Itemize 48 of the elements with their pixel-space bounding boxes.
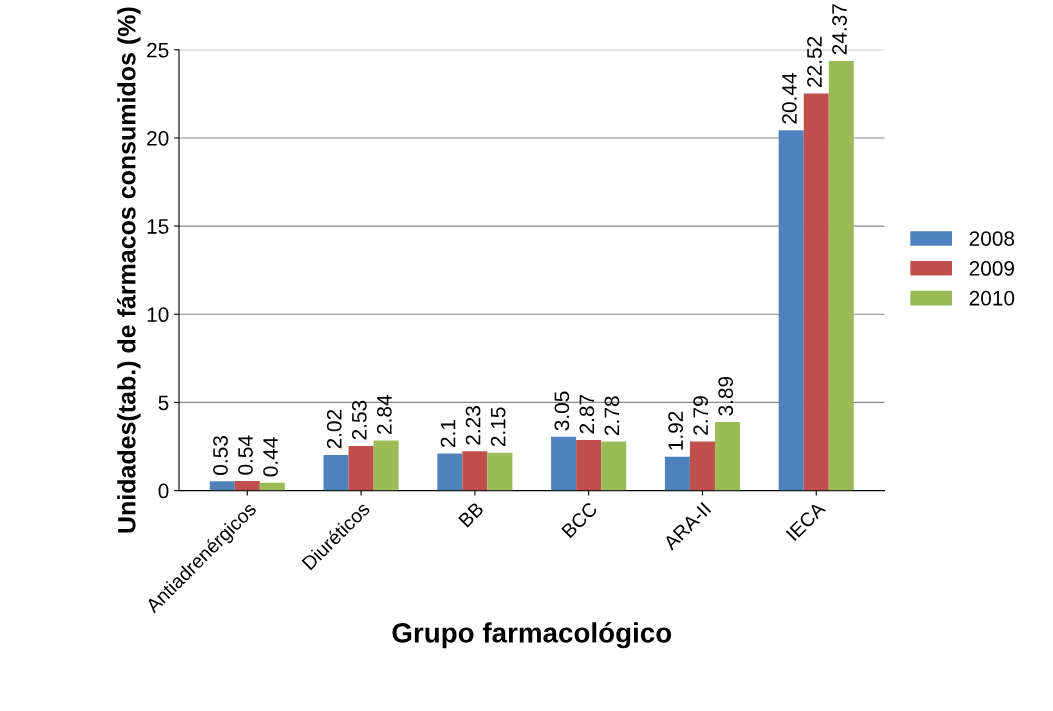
bar	[373, 440, 399, 491]
bar	[209, 481, 235, 491]
data-label: 2.23	[465, 406, 481, 445]
bar	[234, 481, 260, 491]
data-label: 0.44	[263, 437, 278, 477]
legend-label: 2010	[969, 290, 1015, 306]
y-tick-label: 15	[147, 219, 169, 234]
bar	[714, 422, 740, 491]
bar	[487, 452, 513, 491]
bar	[689, 441, 715, 491]
y-tick-label: 25	[147, 42, 169, 58]
data-label: 0.54	[238, 435, 253, 475]
x-axis-title: Grupo farmacológico	[392, 622, 672, 649]
data-label: 3.05	[554, 391, 570, 431]
y-tick-label: 5	[158, 395, 169, 411]
data-label: 2.15	[490, 407, 506, 447]
bar	[437, 453, 463, 491]
x-tick-label: BB	[458, 501, 485, 528]
data-label: 2.1	[440, 420, 456, 447]
y-tick-label: 0	[158, 483, 169, 499]
bar	[462, 451, 488, 491]
y-tick-label: 20	[147, 130, 169, 146]
y-axis-title: Unidades(tab.) de fármacos consumidos (%)	[117, 7, 141, 533]
data-label: 2.78	[604, 396, 620, 435]
data-label: 0.53	[213, 436, 228, 475]
bar	[551, 436, 577, 491]
data-label: 2.79	[693, 396, 709, 435]
data-label: 22.52	[807, 36, 822, 87]
data-label: 3.89	[718, 376, 734, 416]
legend-label: 2009	[969, 261, 1015, 276]
data-label: 24.37	[832, 4, 847, 55]
bar	[259, 482, 285, 491]
legend-label: 2008	[969, 231, 1015, 246]
bar	[828, 60, 854, 491]
bar	[601, 441, 627, 491]
bar	[778, 130, 804, 491]
data-label: 20.44	[782, 73, 797, 124]
bar	[664, 456, 690, 491]
data-label: 2.84	[376, 395, 392, 434]
bar	[803, 93, 829, 491]
data-label: 2.02	[326, 409, 342, 449]
bar	[576, 439, 602, 491]
data-label: 2.53	[351, 400, 367, 440]
data-label: 1.92	[668, 411, 684, 450]
y-tick-label: 10	[147, 307, 169, 323]
data-label: 2.87	[579, 394, 595, 434]
bar	[323, 454, 349, 491]
bar	[348, 445, 374, 491]
